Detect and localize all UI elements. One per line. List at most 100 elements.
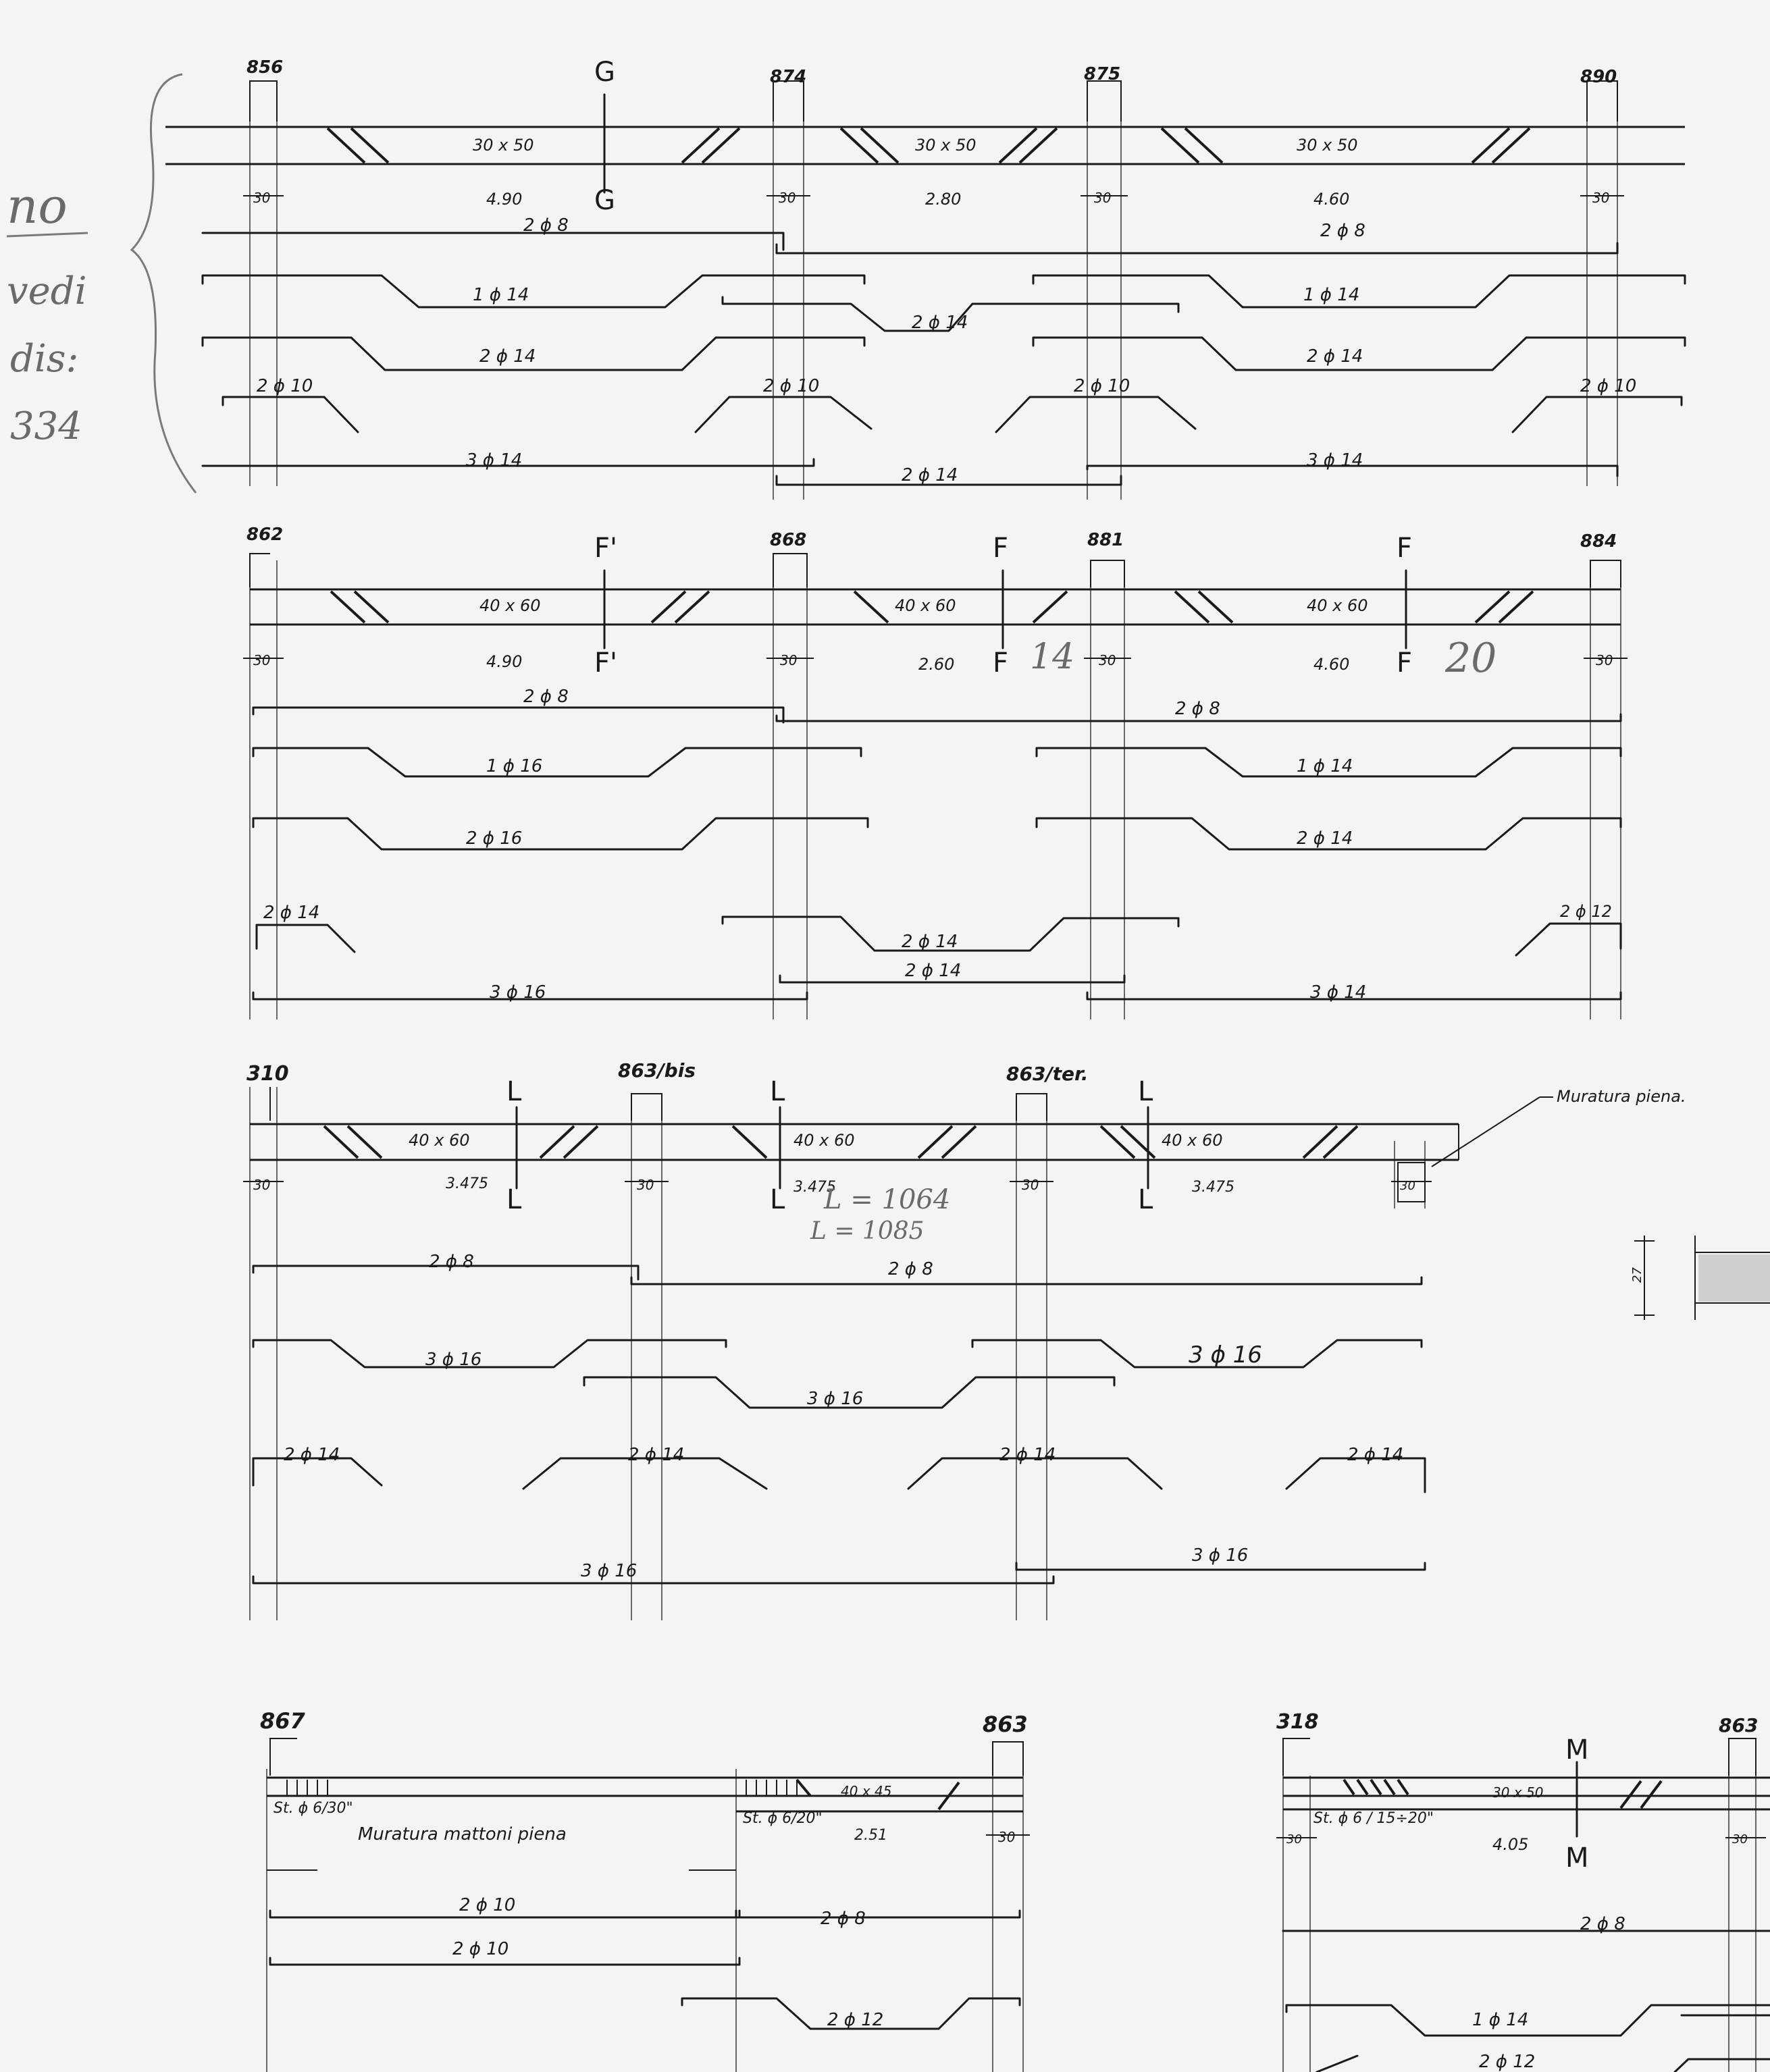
bar-label: 3 ϕ 16 (1189, 1342, 1262, 1369)
support-width: 30 (1286, 1832, 1302, 1847)
support-width: 30 (779, 190, 796, 206)
beam-2: 862 868 881 884 F' F' F F F F 40 x 60 40… (243, 525, 1628, 1019)
bar-label: 2 ϕ 14 (1297, 828, 1353, 849)
node-label: 863 (983, 1711, 1028, 1737)
bar-label: 2 ϕ 14 (902, 465, 958, 485)
pencil-note: 20 (1444, 635, 1496, 682)
stirrup-label: St. ϕ 6/30" (274, 1800, 353, 1817)
node-label: 867 (260, 1708, 306, 1734)
section-cut-label: F' (594, 647, 617, 679)
bar-label: 2 ϕ 8 (1320, 221, 1365, 241)
bar-label: 2 ϕ 12 (1560, 902, 1612, 921)
masonry-label: Muratura mattoni piena (358, 1824, 567, 1844)
section-cut-label: F' (594, 533, 617, 564)
margin-note-line-2: vedi (7, 269, 87, 313)
margin-note-line-4: 334 (10, 404, 82, 448)
section-cut-label: G (594, 185, 615, 216)
support-width: 30 (1732, 1832, 1748, 1847)
section-cut-label: L (506, 1076, 522, 1107)
node-label: 881 (1087, 530, 1124, 550)
section-cut-label: L (770, 1076, 785, 1107)
span-length: 2.80 (925, 190, 961, 209)
section-cut-label: L (506, 1184, 522, 1215)
span-length: 4.60 (1313, 190, 1349, 209)
support-width: 30 (1022, 1177, 1039, 1193)
beam-3: 310 863/bis 863/ter. L L L L L L 40 x 60… (243, 1059, 1770, 1620)
beam-1: 856 874 875 890 G G 30 x 50 30 x 50 30 x… (165, 57, 1686, 500)
bar-label: 1 ϕ 14 (1297, 756, 1353, 776)
pencil-note: L = 1064 (823, 1184, 950, 1215)
bar-label: 2 ϕ 14 (902, 932, 958, 952)
bar-label: 2 ϕ 8 (1175, 699, 1220, 719)
bar-label: 2 ϕ 10 (459, 1895, 515, 1915)
bar-label: 2 ϕ 14 (628, 1445, 684, 1465)
bar-label: 2 ϕ 8 (523, 215, 569, 236)
section-cut-label: L (1138, 1076, 1153, 1107)
section-size: 30 x 50 (915, 136, 977, 155)
support-width: 30 (1099, 652, 1116, 668)
bar-label: 3 ϕ 14 (1310, 982, 1366, 1003)
section-cut-label: L (770, 1184, 785, 1215)
bar-label: 3 ϕ 16 (1192, 1545, 1248, 1566)
support-width: 30 (637, 1177, 654, 1193)
bar-label: 2 ϕ 14 (1307, 346, 1363, 367)
section-size: 40 x 60 (895, 596, 956, 615)
node-label: 863 (1719, 1714, 1758, 1736)
node-label: 318 (1276, 1710, 1319, 1734)
section-size: 30 x 50 (1297, 136, 1358, 155)
bar-label: 3 ϕ 16 (425, 1350, 481, 1370)
bar-label: 2 ϕ 14 (284, 1445, 340, 1465)
pencil-note: 14 (1030, 637, 1074, 677)
detail-dimension: 27 (1630, 1267, 1644, 1283)
bar-label: 3 ϕ 14 (1307, 450, 1363, 471)
node-label: 863/ter. (1006, 1063, 1089, 1085)
node-label: 884 (1580, 531, 1617, 552)
span-length: 3.475 (446, 1175, 488, 1192)
span-length: 4.90 (486, 190, 522, 209)
section-size: 30 x 50 (473, 136, 534, 155)
section-size: 40 x 45 (841, 1783, 891, 1799)
section-detail: 27 (1630, 1236, 1770, 1320)
bar-label: 1 ϕ 16 (486, 756, 542, 776)
bar-label: 2 ϕ 12 (827, 2010, 883, 2030)
bar-label: 2 ϕ 10 (452, 1939, 509, 1959)
bar-label: 3 ϕ 16 (807, 1389, 863, 1409)
bar-label: 2 ϕ 14 (1347, 1445, 1403, 1465)
support-width: 30 (253, 1177, 270, 1193)
section-size: 30 x 50 (1492, 1784, 1543, 1801)
margin-note: no vedi dis: 334 (6, 73, 197, 494)
bar-label: 2 ϕ 10 (1580, 376, 1636, 396)
span-length: 3.475 (793, 1179, 836, 1196)
section-size: 40 x 60 (1307, 596, 1368, 615)
span-length: 2.51 (854, 1827, 887, 1844)
section-cut-label: F (993, 533, 1008, 564)
section-cut-label: G (594, 57, 615, 88)
node-label: 868 (770, 530, 806, 550)
node-label: 875 (1084, 64, 1120, 84)
bar-label: 2 ϕ 14 (905, 961, 961, 981)
support-width: 30 (1596, 652, 1613, 668)
bar-label: 2 ϕ 10 (257, 376, 313, 396)
beam-5: 318 863 M M 30 x 50 St. ϕ 6 / 15÷20" 4.0… (1276, 1710, 1770, 2072)
node-label: 874 (770, 67, 806, 87)
bar-label: 2 ϕ 10 (763, 376, 819, 396)
node-label: 856 (246, 57, 283, 78)
beam-4: 867 863 St. ϕ 6/30" St. ϕ 6/20" Muratura… (260, 1708, 1030, 2072)
section-size: 40 x 60 (479, 596, 541, 615)
section-cut-label: F (1397, 533, 1412, 564)
support-width: 30 (1094, 190, 1111, 206)
masonry-detail (1397, 1162, 1426, 1202)
span-length: 4.90 (486, 652, 522, 671)
margin-brace (130, 73, 197, 494)
bar-label: 2 ϕ 10 (1074, 376, 1130, 396)
span-length: 3.475 (1192, 1179, 1234, 1196)
bar-label: 2 ϕ 8 (523, 687, 569, 707)
section-cut-label: L (1138, 1184, 1153, 1215)
bar-label: 2 ϕ 12 (1479, 2052, 1535, 2072)
span-length: 2.60 (918, 655, 954, 674)
bar-label: 2 ϕ 16 (466, 828, 522, 849)
support-width: 30 (1400, 1179, 1415, 1193)
bar-label: 2 ϕ 14 (912, 313, 968, 333)
section-cut-label: F (1397, 647, 1412, 679)
